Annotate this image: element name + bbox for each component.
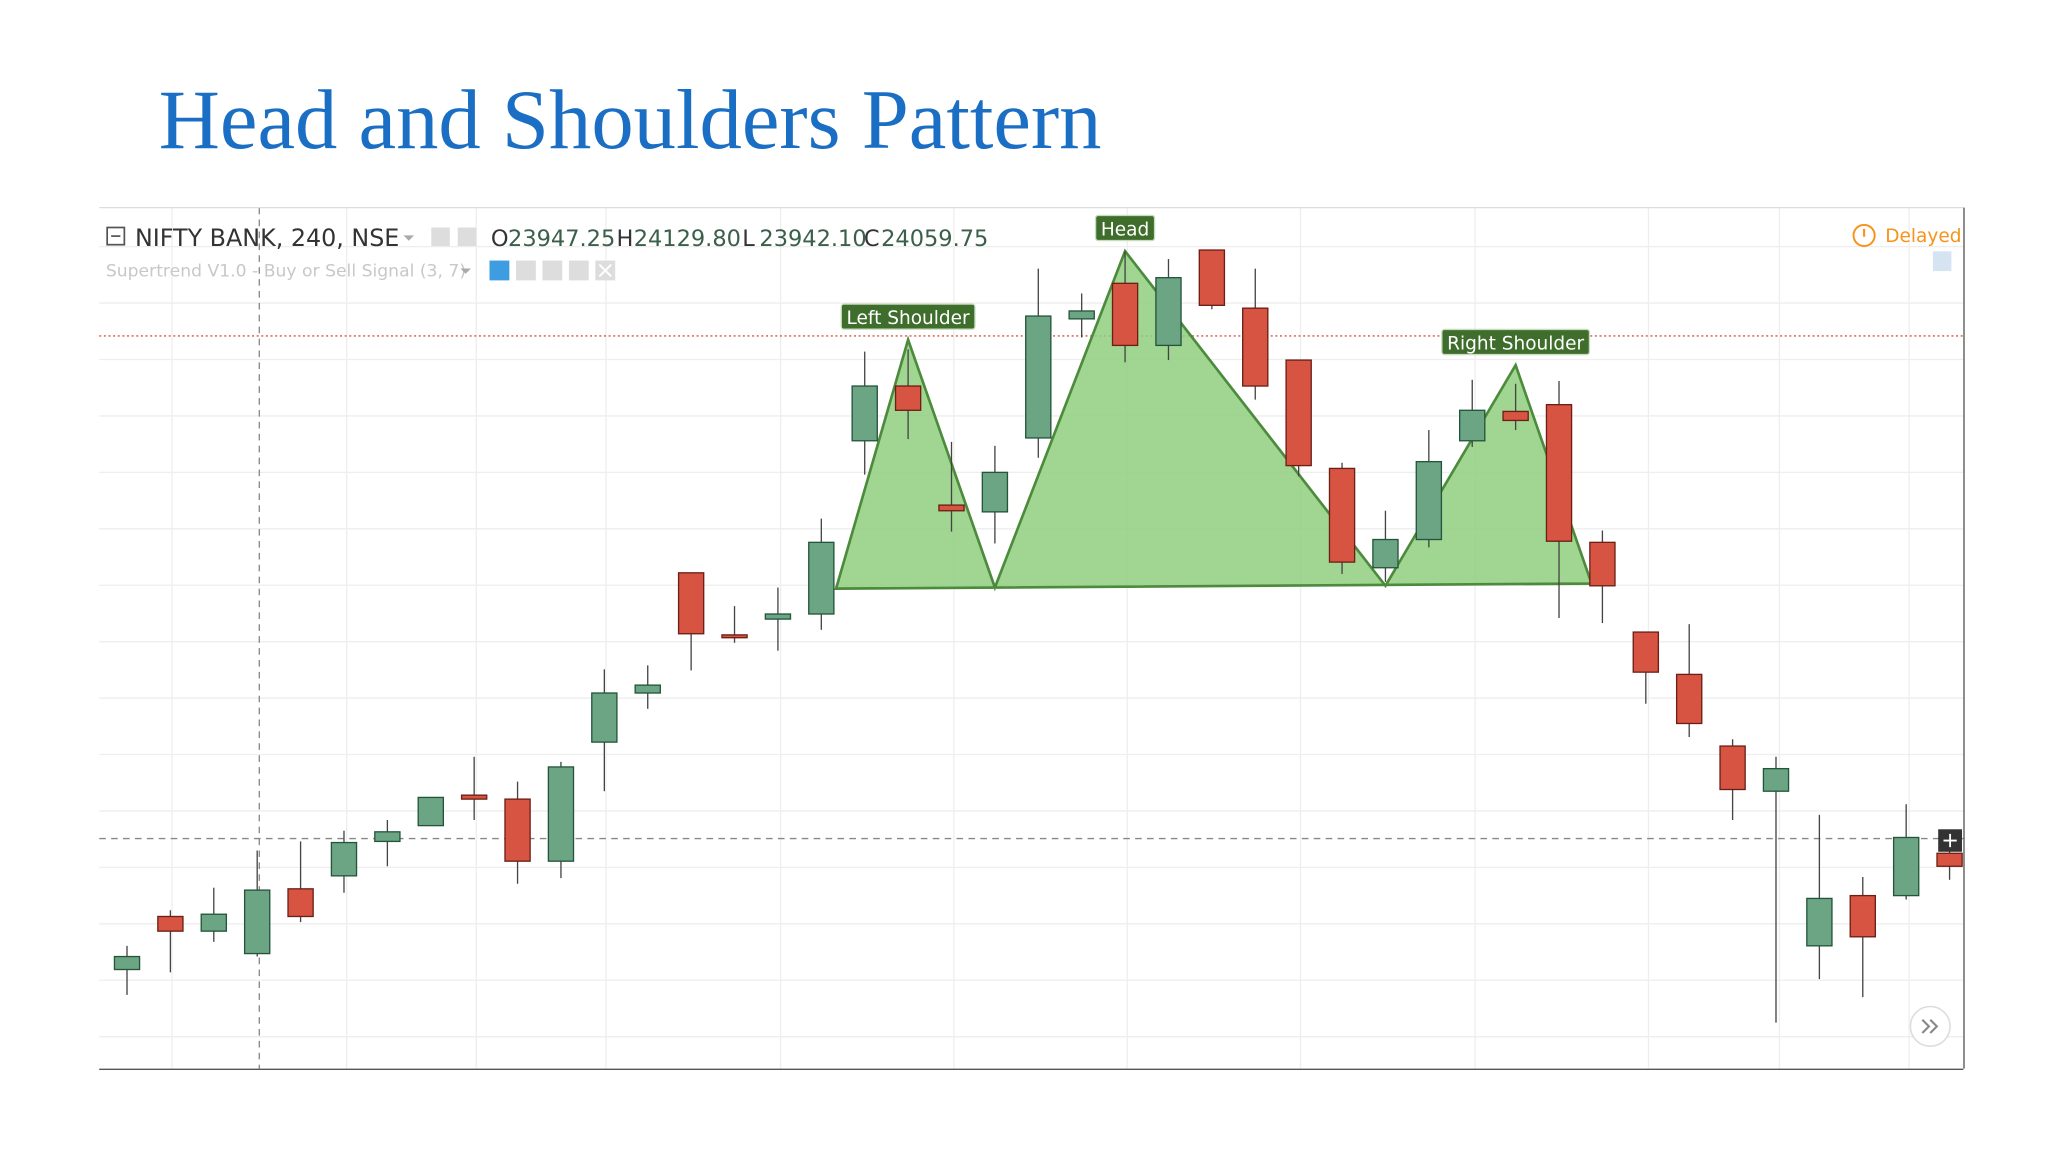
candle-body bbox=[1415, 460, 1443, 541]
candle-body bbox=[243, 889, 271, 955]
candle-body bbox=[330, 841, 358, 877]
candle-body bbox=[894, 385, 922, 411]
candle-body bbox=[1936, 852, 1963, 867]
candle-body bbox=[200, 913, 228, 932]
scale-icon[interactable] bbox=[1932, 251, 1952, 272]
header: NIFTY BANK, 240, NSE O 23947.25 H 24129.80 L… bbox=[106, 223, 1963, 1047]
candle-body bbox=[1762, 767, 1790, 792]
candle-body bbox=[634, 684, 661, 694]
annotation-label: Right Shoulder bbox=[1447, 333, 1584, 354]
ohlc-value: 23942.10 bbox=[759, 226, 866, 252]
pattern-area bbox=[834, 248, 1594, 592]
indicator-eye-icon[interactable] bbox=[489, 260, 510, 281]
candle-body bbox=[1155, 277, 1182, 347]
delayed-icon bbox=[1852, 223, 1876, 247]
ohlc-value: 24129.80 bbox=[634, 226, 741, 252]
candle-body bbox=[1502, 410, 1529, 422]
candle-body bbox=[1242, 307, 1269, 387]
indicator-source-icon[interactable] bbox=[542, 260, 563, 281]
remove-cross bbox=[598, 263, 612, 278]
candle-body bbox=[1372, 538, 1399, 569]
indicator-label: Supertrend V1.0 - Buy or Sell Signal (3,… bbox=[106, 261, 466, 281]
candle-body bbox=[721, 634, 748, 639]
collapse-icon[interactable] bbox=[106, 226, 126, 246]
candle-body bbox=[374, 831, 401, 843]
candle-body bbox=[1849, 894, 1877, 938]
indicator-more-icon[interactable] bbox=[568, 260, 589, 281]
ohlc-key: L bbox=[742, 226, 755, 252]
candle-body bbox=[504, 798, 531, 862]
candle-body bbox=[1719, 745, 1746, 791]
eye-icon[interactable] bbox=[431, 227, 450, 247]
annotation-box bbox=[1094, 214, 1156, 242]
candle-body bbox=[1589, 541, 1616, 587]
candle-body bbox=[547, 766, 575, 862]
candle-body bbox=[764, 613, 792, 620]
settings-icon[interactable] bbox=[457, 227, 477, 247]
annotation-box bbox=[840, 303, 976, 330]
ohlc-key: O bbox=[491, 226, 509, 252]
symbol: NIFTY BANK, 240, NSE bbox=[135, 224, 399, 252]
candle-body bbox=[460, 794, 488, 800]
candle-body bbox=[1198, 249, 1226, 306]
candle-body bbox=[1111, 282, 1139, 347]
annotation-layer: Left Shoulder Head Right Shoulder bbox=[840, 214, 1591, 356]
candle-body bbox=[1632, 631, 1660, 673]
delayed-status: Delayed bbox=[1885, 226, 1961, 247]
dropdown-arrow[interactable] bbox=[403, 235, 415, 241]
candle-body bbox=[113, 955, 141, 971]
candle-body bbox=[1892, 836, 1920, 897]
candle-body bbox=[677, 572, 705, 635]
candle-body bbox=[417, 796, 444, 827]
indicator-settings-icon[interactable] bbox=[515, 260, 536, 281]
slide-title: Head and Shoulders Pattern bbox=[159, 74, 1102, 167]
indicator-dropdown[interactable] bbox=[460, 268, 471, 274]
candle-body bbox=[1806, 897, 1833, 947]
pattern-layer bbox=[834, 248, 1594, 592]
candle-body bbox=[591, 692, 618, 743]
candle-body bbox=[1285, 359, 1312, 467]
ohlc-readout: O 23947.25 H 24129.80 L 23942.10C 24059.75 bbox=[491, 226, 989, 252]
ohlc-key: C bbox=[864, 226, 880, 252]
candle-body bbox=[851, 385, 878, 442]
plus-glyph bbox=[1943, 833, 1957, 848]
candle-body bbox=[1675, 673, 1703, 725]
candle-body bbox=[808, 541, 835, 615]
candles bbox=[113, 249, 1963, 1023]
candle-body bbox=[1068, 310, 1095, 320]
candle-body bbox=[1545, 403, 1573, 542]
frame-border bbox=[99, 206, 1965, 1070]
candle-body bbox=[1328, 467, 1356, 563]
ohlc-value: 23947.25 bbox=[508, 226, 615, 252]
annotation-label: Left Shoulder bbox=[847, 308, 970, 329]
candle-body bbox=[938, 504, 965, 512]
candle-body bbox=[157, 915, 184, 932]
scroll-chevron bbox=[1921, 1018, 1939, 1034]
ohlc-key: H bbox=[617, 226, 634, 252]
ohlc-value: 24059.75 bbox=[881, 226, 988, 252]
candle-body bbox=[1025, 315, 1052, 439]
annotation-box bbox=[1441, 328, 1591, 356]
candle-body bbox=[1459, 409, 1486, 442]
candle-body bbox=[287, 888, 314, 918]
annotation-label: Head bbox=[1101, 219, 1149, 240]
candle-body bbox=[981, 471, 1009, 513]
